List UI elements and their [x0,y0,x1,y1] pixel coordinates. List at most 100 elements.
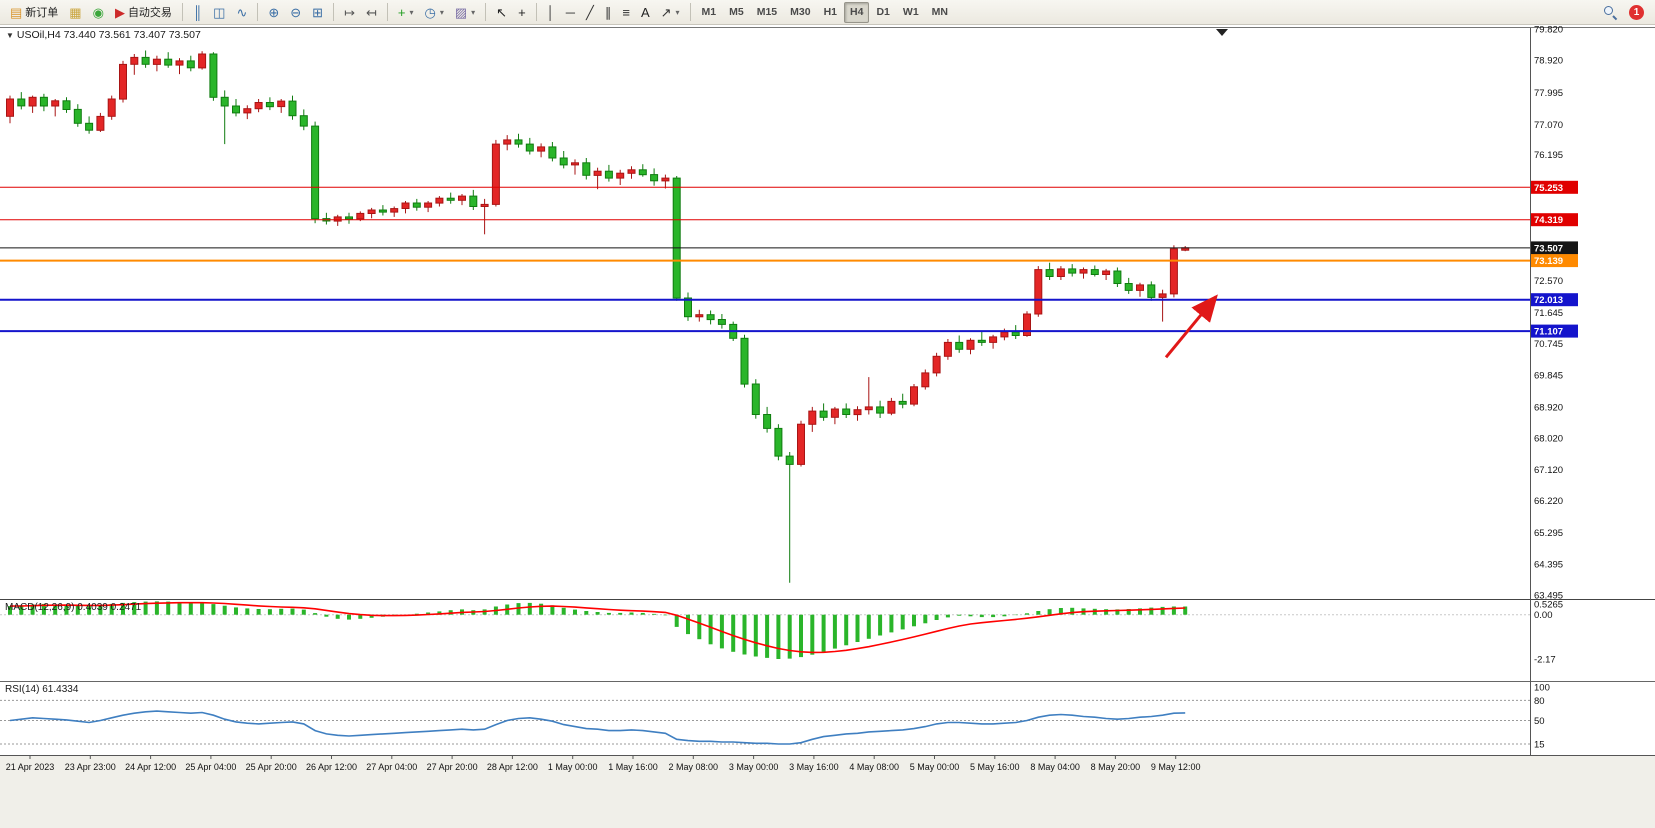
notifications-badge[interactable]: 1 [1629,4,1644,20]
trendline-button[interactable]: ╱ [581,2,599,23]
timeframe-m5-button[interactable]: M5 [723,2,750,23]
cursor-button[interactable]: ↖ [491,2,512,23]
dropdown-arrow-icon[interactable]: ▾ [439,7,444,17]
candle [435,197,444,204]
candle [1045,269,1054,278]
time-axis-strip[interactable] [0,755,1655,828]
timeframe-m15-button[interactable]: M15 [751,2,783,23]
chart-shift-marker[interactable] [1216,29,1228,36]
fibonacci-button[interactable]: ≡ [617,2,635,23]
candle [627,169,636,174]
candle [85,122,94,131]
dropdown-arrow-icon[interactable]: ▾ [409,7,414,17]
candle [209,53,218,98]
chart-background [0,25,1655,828]
toolbar-separator [257,3,259,21]
timeframe-m1-button[interactable]: M1 [696,2,723,23]
periods-button[interactable]: ◷ ▾ [420,2,449,23]
chart-canvas[interactable]: 79.820 78.920 77.995 77.070 76.195 72.570 71.6… [0,25,1655,828]
candle [73,108,82,124]
auto-scroll-button[interactable]: ↦ [339,2,360,23]
candle [1034,269,1043,315]
market-news-button[interactable]: ◉ [88,2,109,23]
candle [1124,283,1133,291]
candle [232,105,240,114]
candlestick-chart-button[interactable]: ◫ [208,2,230,23]
tile-windows-button[interactable]: ⊞ [307,2,328,23]
candle [684,297,692,318]
dropdown-arrow-icon[interactable]: ▾ [471,7,476,17]
timeframe-h4-button[interactable]: H4 [844,1,870,23]
text-button[interactable]: A [636,2,655,23]
collapse-triangle-icon[interactable]: ▼ [6,31,14,40]
candle [141,56,150,65]
candle [333,216,342,222]
candle [864,406,873,411]
price-badge [1531,180,1578,194]
timeframe-mn-label: MN [931,6,948,18]
candle [989,336,998,343]
search-button[interactable] [1598,2,1622,23]
candle [1113,270,1122,284]
toolbar-separator [181,3,183,21]
rsi-axis-label: 15 [1534,740,1545,751]
annotation-arrow[interactable] [1164,294,1218,359]
bar-chart-button[interactable]: ║ [188,2,207,23]
candle [401,202,410,209]
line-chart-button[interactable]: ∿ [231,2,252,23]
price-axis-label: 63.495 [1534,591,1563,602]
channel-button[interactable]: ∥ [600,2,617,23]
timeframe-h4-label: H4 [850,6,864,18]
timeframe-w1-button[interactable]: W1 [897,2,925,23]
arrows-button[interactable]: ↗ ▾ [656,2,685,23]
timeframe-d1-button[interactable]: D1 [870,2,895,23]
toolbar-separator [333,3,335,21]
candle [39,96,48,107]
dropdown-arrow-icon[interactable]: ▾ [675,7,680,17]
rsi-axis-label: 80 [1534,696,1545,707]
horizontal-line-icon: ─ [565,4,576,20]
price-badge-label: 73.507 [1534,243,1563,254]
autotrading-button[interactable]: ▶ 自动交易 [110,2,177,23]
chart-shift-button[interactable]: ↤ [361,2,382,23]
candle [1147,284,1156,298]
new-order-button[interactable]: ▤ 新订单 [5,2,63,23]
timeframe-h1-button[interactable]: H1 [818,2,843,23]
zoom-out-icon: ⊖ [290,4,302,20]
vertical-line-button[interactable]: │ [542,2,560,23]
time-axis-label: 5 May 16:00 [970,762,1020,772]
price-axis-label: 66.220 [1534,496,1563,507]
crosshair-button[interactable]: + [513,2,531,23]
candle [661,177,670,182]
zoom-out-button[interactable]: ⊖ [285,2,306,23]
price-axis-label: 67.120 [1534,465,1563,476]
candle [1090,269,1099,276]
tile-windows-icon: ⊞ [312,4,324,20]
candle [819,410,828,418]
time-axis-label: 23 Apr 23:00 [65,762,116,772]
horizontal-line-button[interactable]: ─ [561,2,580,23]
macd-axis-label: -2.17 [1534,655,1556,666]
candle [220,96,229,107]
price-axis-label: 72.570 [1534,276,1563,287]
price-axis-label: 77.995 [1534,88,1563,99]
time-axis-label: 8 May 20:00 [1091,762,1141,772]
candle [593,170,602,176]
time-axis-label: 1 May 16:00 [608,762,658,772]
price-axis-label: 68.020 [1534,434,1563,445]
charts-window-button[interactable]: ▦ [64,2,86,23]
candle [412,202,421,208]
zoom-in-button[interactable]: ⊕ [263,2,284,23]
crosshair-icon: + [518,4,526,20]
add-indicator-button[interactable]: + ▾ [393,2,419,23]
price-badge-label: 72.013 [1534,295,1563,306]
candle [1169,248,1178,295]
timeframe-mn-button[interactable]: MN [926,2,954,23]
candle [842,408,851,415]
toolbar-separator [485,3,487,21]
candle [288,100,297,117]
template-button[interactable]: ▨ ▾ [450,2,480,23]
price-axis-label: 64.395 [1534,559,1563,570]
price-badge-label: 74.319 [1534,215,1563,226]
timeframe-m30-button[interactable]: M30 [784,2,816,23]
